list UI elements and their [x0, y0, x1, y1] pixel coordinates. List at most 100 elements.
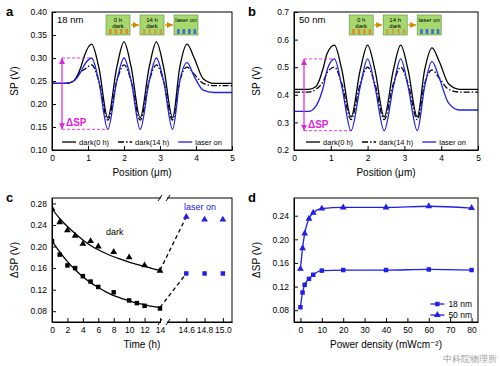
y-tick: 0.24	[272, 211, 298, 221]
inset-stripe	[149, 29, 152, 34]
x-tick: 1	[86, 146, 91, 163]
inset-frame	[140, 15, 164, 35]
x-tick-label: 14	[156, 325, 166, 335]
series-marker	[297, 265, 304, 271]
y-axis-line	[294, 13, 295, 151]
series-marker	[221, 271, 225, 275]
y-tick: 0.16	[30, 263, 56, 273]
inset-image: 14 hdark	[140, 15, 164, 35]
inset-stripe	[188, 29, 191, 34]
series-line	[52, 65, 232, 120]
y-axis-line	[294, 199, 295, 323]
y-tick-label: 0.20	[30, 242, 47, 252]
x-tick-label: 5	[476, 153, 481, 163]
inset-label: 14 h	[146, 17, 158, 23]
x-tick-label: 4	[439, 153, 444, 163]
y-tick-mark	[52, 225, 56, 226]
y-tick-label: 0.16	[272, 258, 289, 268]
x-tick: 1	[329, 146, 334, 163]
y-tick: 0.7	[277, 7, 298, 17]
x-axis-line	[295, 150, 479, 151]
inset-arrow	[408, 24, 416, 25]
x-tick: 2	[366, 146, 371, 163]
x-tick: 5	[230, 146, 235, 163]
axis-break-mark	[166, 319, 170, 325]
axis-break-mark	[158, 319, 162, 325]
delta-arrow	[61, 58, 62, 129]
x-tick-label: 40	[382, 325, 392, 335]
y-tick: 0.30	[30, 53, 56, 63]
y-tick-mark	[52, 104, 56, 105]
series-line	[52, 209, 160, 270]
inset-stripe	[120, 29, 123, 34]
series-marker	[383, 204, 390, 210]
series-marker	[302, 283, 306, 287]
x-tick-label: 30	[360, 325, 370, 335]
x-tick-mark	[205, 318, 206, 322]
x-tick-mark	[386, 318, 387, 322]
x-axis-title: Power density (mWcm⁻²)	[330, 339, 442, 350]
figure: 0123450.100.150.200.250.300.350.40Positi…	[0, 0, 500, 366]
legend-line	[362, 141, 376, 142]
x-tick: 30	[360, 318, 370, 335]
legend-marker	[434, 311, 441, 317]
y-tick-label: 0.08	[272, 305, 289, 315]
series-marker	[95, 243, 102, 249]
y-tick: 0.40	[30, 7, 56, 17]
y-tick-mark	[294, 12, 298, 13]
series-marker	[320, 268, 324, 272]
legend-entry: dark(14 h)	[118, 138, 170, 147]
y-tick-label: 0.5	[277, 62, 289, 72]
annotation: dark	[106, 227, 124, 237]
panel: 0123450.100.150.200.250.300.350.40Positi…	[6, 4, 235, 178]
series-marker	[340, 204, 347, 210]
panel-label: a	[6, 4, 14, 19]
inset-stripe	[437, 29, 440, 34]
series-line	[160, 273, 186, 307]
x-axis-line	[53, 150, 233, 151]
series-marker	[469, 268, 473, 272]
y-tick: 0.08	[272, 305, 298, 315]
x-tick: 3	[403, 146, 408, 163]
axis-break-mark	[158, 195, 162, 201]
inset-stripe	[194, 29, 197, 34]
inset-image: laser on	[417, 15, 441, 35]
x-tick: 10	[318, 318, 328, 335]
panel: 010203040506070800.080.120.160.200.24Pow…	[248, 190, 497, 364]
x-axis-title: Time (h)	[124, 339, 161, 350]
y-tick-mark	[294, 216, 298, 217]
x-tick: 60	[425, 318, 435, 335]
inset-label: 14 h	[389, 17, 401, 23]
y-tick: 0.12	[272, 282, 298, 292]
inset-frame	[417, 15, 441, 35]
inset-stripe	[352, 29, 355, 34]
series-marker	[126, 253, 133, 259]
series-line	[294, 45, 478, 117]
series-line	[300, 206, 471, 269]
y-tick-label: 0.28	[30, 199, 47, 209]
x-axis-title: Position (μm)	[356, 167, 415, 178]
y-tick-label: 0.30	[30, 53, 47, 63]
y-axis-title: SP (V)	[9, 66, 20, 95]
series-marker	[72, 232, 79, 238]
legend: 18 nm50 nm	[430, 299, 472, 320]
x-tick-mark	[67, 318, 68, 322]
legend-line	[178, 141, 192, 142]
inset-label: dark	[355, 23, 368, 29]
y-tick-mark	[52, 203, 56, 204]
inset-image: 14 hdark	[383, 15, 407, 35]
x-tick: 4	[439, 146, 444, 163]
inset-stripe	[403, 29, 406, 34]
x-tick-mark	[429, 318, 430, 322]
inset-frame	[106, 15, 130, 35]
delta-guide	[304, 130, 351, 131]
inset-stripe	[386, 29, 389, 34]
x-tick: 8	[112, 318, 117, 335]
y-tick-label: 0.3	[277, 118, 289, 128]
x-tick-mark	[365, 318, 366, 322]
inset-image: laser on	[174, 15, 198, 35]
series-marker	[201, 216, 208, 222]
y-tick-label: 0.10	[30, 145, 47, 155]
series-marker	[468, 204, 475, 210]
inset-label: dark	[112, 23, 125, 29]
